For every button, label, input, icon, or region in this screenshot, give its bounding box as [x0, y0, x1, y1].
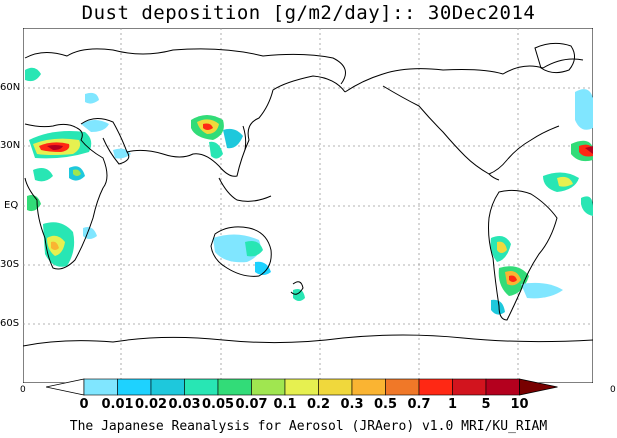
- colorbar-segment: [318, 378, 353, 396]
- colorbar-tick-label: 10: [510, 397, 529, 412]
- map-frame: [23, 28, 593, 383]
- lat-label-30n: 30N: [0, 140, 21, 151]
- lat-label-60n: 60N: [0, 82, 21, 93]
- colorbar-segment: [217, 378, 252, 396]
- colorbar-segment: [385, 378, 420, 396]
- colorbar: [46, 378, 558, 396]
- colorbar-segment: [184, 378, 219, 396]
- colorbar-segment: [251, 378, 286, 396]
- colorbar-tick-label: 0.03: [168, 397, 201, 412]
- lat-label-eq: EQ: [4, 200, 19, 211]
- colorbar-segment: [83, 378, 118, 396]
- colorbar-tick-label: 0.2: [306, 397, 331, 412]
- colorbar-tick-label: 0.01: [101, 397, 134, 412]
- colorbar-tick-label: 0.5: [373, 397, 398, 412]
- colorbar-segment: [117, 378, 152, 396]
- colorbar-segment: [485, 378, 520, 396]
- colorbar-tick-label: 0: [79, 397, 89, 412]
- colorbar-tick-label: 0.07: [235, 397, 268, 412]
- colorbar-arrow-left: [46, 378, 85, 396]
- map-title: Dust deposition [g/m2/day]:: 30Dec2014: [81, 2, 536, 24]
- colorbar-segment: [150, 378, 185, 396]
- colorbar-segment: [351, 378, 386, 396]
- colorbar-segment: [284, 378, 319, 396]
- colorbar-tick-label: 0.05: [201, 397, 235, 412]
- dust-patches: [25, 67, 593, 315]
- colorbar-tick-label: 0.3: [340, 397, 364, 412]
- colorbar-tick-label: 0.7: [407, 397, 431, 412]
- dust-map: [23, 28, 593, 383]
- credit-line: The Japanese Reanalysis for Aerosol (JRA…: [69, 419, 548, 434]
- edge-label-right: 0: [610, 385, 616, 395]
- colorbar-tick-label: 0.1: [273, 397, 297, 412]
- colorbar-tick-label: 1: [447, 397, 458, 412]
- edge-label-left: 0: [20, 385, 26, 395]
- lat-label-30s: 30S: [0, 259, 20, 270]
- lat-label-60s: 60S: [0, 318, 20, 329]
- colorbar-segment: [418, 378, 453, 396]
- coastlines: [23, 42, 593, 347]
- colorbar-segment: [452, 378, 487, 396]
- colorbar-tick-label: 5: [481, 397, 491, 412]
- colorbar-tick-label: 0.02: [134, 397, 168, 412]
- graticule: [23, 28, 593, 383]
- colorbar-arrow-right: [519, 378, 558, 396]
